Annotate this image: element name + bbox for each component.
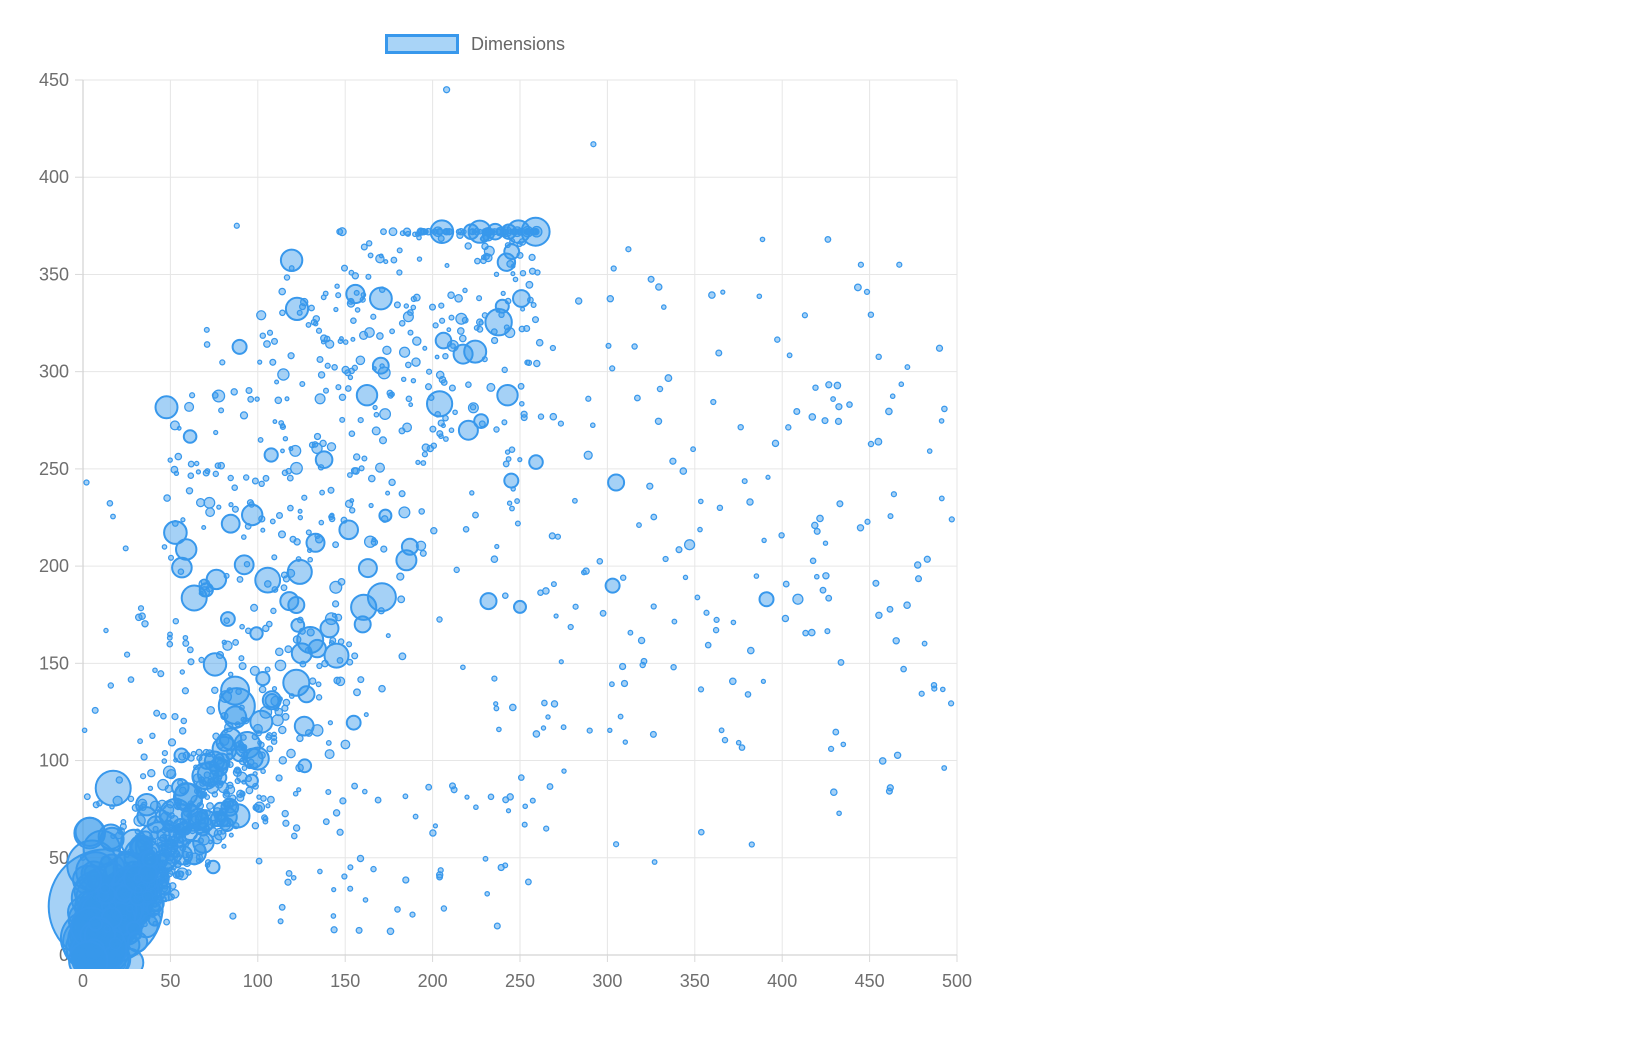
y-tick-label: 200 (39, 556, 69, 576)
y-tick-label: 300 (39, 362, 69, 382)
y-tick-label: 50 (49, 848, 69, 868)
y-axis-tick-labels: 0 50 100 150 200 250 300 350 400 450 (39, 70, 69, 965)
y-tick-label: 400 (39, 167, 69, 187)
x-axis-tick-labels: 0 50 100 150 200 250 300 350 400 450 500 (78, 971, 972, 991)
x-tick-label: 400 (767, 971, 797, 991)
y-tick-label: 0 (59, 945, 69, 965)
y-tick-label: 450 (39, 70, 69, 90)
x-tick-label: 200 (418, 971, 448, 991)
legend-swatch-dimensions[interactable] (385, 34, 459, 54)
y-tick-label: 250 (39, 459, 69, 479)
x-tick-label: 350 (680, 971, 710, 991)
x-tick-label: 100 (243, 971, 273, 991)
bubble-points[interactable] (47, 86, 955, 984)
x-tick-label: 0 (78, 971, 88, 991)
x-tick-label: 500 (942, 971, 972, 991)
tick-marks (75, 79, 958, 962)
y-tick-label: 350 (39, 264, 69, 284)
y-tick-label: 150 (39, 653, 69, 673)
legend-label: Dimensions (471, 34, 566, 54)
x-tick-label: 300 (592, 971, 622, 991)
x-tick-label: 450 (855, 971, 885, 991)
x-tick-label: 50 (160, 971, 180, 991)
y-tick-label: 100 (39, 751, 69, 771)
legend[interactable]: Dimensions (385, 32, 565, 56)
x-tick-label: 250 (505, 971, 535, 991)
x-tick-label: 150 (330, 971, 360, 991)
